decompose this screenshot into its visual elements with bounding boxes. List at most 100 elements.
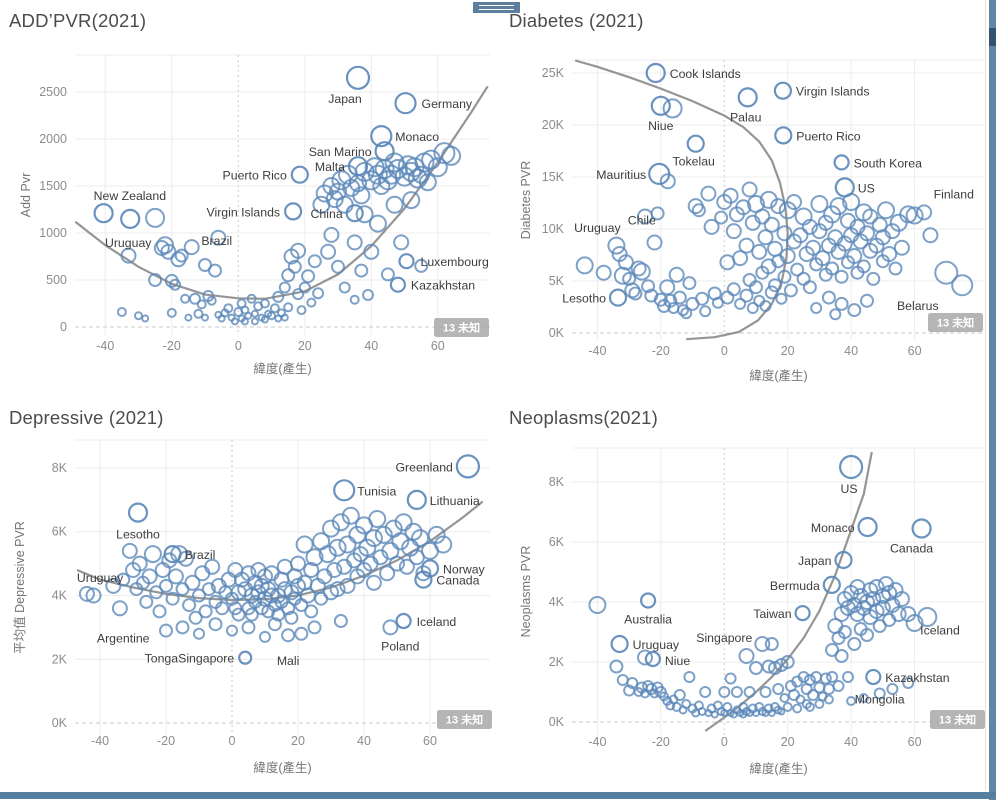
scatter-point[interactable] <box>905 206 924 225</box>
scatter-point[interactable] <box>588 596 607 614</box>
scatter-point[interactable] <box>782 702 793 712</box>
scatter-point[interactable] <box>166 307 177 318</box>
scatter-point[interactable] <box>865 591 882 607</box>
diabetes-plot[interactable]: Cook Islands Niue Virgin Islands Palau Puert… <box>500 8 988 400</box>
scatter-point[interactable] <box>718 686 731 698</box>
scatter-point[interactable] <box>331 259 345 274</box>
scatter-point[interactable] <box>862 208 879 225</box>
scatter-point[interactable] <box>859 225 875 242</box>
scatter-point[interactable] <box>193 308 204 319</box>
scatter-point[interactable] <box>792 227 809 244</box>
scatter-point[interactable] <box>890 606 907 622</box>
scatter-point[interactable] <box>339 577 356 594</box>
scatter-point[interactable] <box>411 529 430 548</box>
scatter-point[interactable] <box>421 149 442 170</box>
scatter-point[interactable] <box>804 702 815 712</box>
scatter-point[interactable] <box>814 250 831 267</box>
scatter-point[interactable] <box>796 271 811 286</box>
scatter-point[interactable] <box>823 694 834 705</box>
scatter-point[interactable] <box>387 159 408 179</box>
scatter-point[interactable] <box>382 619 399 636</box>
scatter-point[interactable] <box>341 506 360 525</box>
unknown-count-badge[interactable] <box>928 313 983 332</box>
scatter-point[interactable] <box>260 315 269 324</box>
scatter-point[interactable] <box>143 545 162 564</box>
scatter-point[interactable] <box>223 303 234 314</box>
scatter-point[interactable] <box>286 568 303 585</box>
scatter-point[interactable] <box>649 688 660 699</box>
scatter-point[interactable] <box>120 247 137 264</box>
scatter-point[interactable] <box>352 546 369 563</box>
scatter-point[interactable] <box>873 687 886 700</box>
scatter-point[interactable] <box>780 655 795 669</box>
labeled-scatter-point[interactable] <box>857 516 878 538</box>
scatter-point[interactable] <box>441 145 462 166</box>
scatter-point[interactable] <box>810 302 823 314</box>
labeled-scatter-point[interactable] <box>833 154 850 171</box>
scatter-point[interactable] <box>180 293 191 304</box>
scatter-point[interactable] <box>776 225 793 242</box>
scatter-point[interactable] <box>881 246 898 262</box>
labeled-scatter-point[interactable] <box>822 575 841 594</box>
scatter-point[interactable] <box>834 269 849 284</box>
scatter-point[interactable] <box>677 304 689 317</box>
scatter-point[interactable] <box>184 574 201 591</box>
scatter-point[interactable] <box>131 555 148 572</box>
scatter-point[interactable] <box>834 649 849 663</box>
scatter-point[interactable] <box>226 624 238 637</box>
scatter-point[interactable] <box>427 157 448 178</box>
scatter-point[interactable] <box>767 240 783 257</box>
scatter-point[interactable] <box>283 302 294 313</box>
scatter-point[interactable] <box>271 607 286 622</box>
scatter-point[interactable] <box>757 229 774 246</box>
scatter-point[interactable] <box>616 674 629 686</box>
scatter-point[interactable] <box>365 574 382 591</box>
scatter-point[interactable] <box>307 620 322 635</box>
labeled-scatter-point[interactable] <box>370 125 393 148</box>
scatter-point[interactable] <box>777 707 786 716</box>
scatter-point[interactable] <box>348 525 367 544</box>
scatter-point[interactable] <box>805 239 822 256</box>
scatter-point[interactable] <box>813 681 826 694</box>
scatter-point[interactable] <box>169 278 182 291</box>
scatter-point[interactable] <box>628 286 643 301</box>
scatter-point[interactable] <box>847 303 862 318</box>
scatter-point[interactable] <box>414 258 429 273</box>
unknown-count-badge[interactable] <box>437 710 492 729</box>
scatter-point[interactable] <box>294 626 309 641</box>
scatter-point[interactable] <box>305 548 324 567</box>
labeled-scatter-point[interactable] <box>773 81 792 100</box>
labeled-scatter-point[interactable] <box>398 253 415 270</box>
scatter-point[interactable] <box>111 600 128 617</box>
scatter-point[interactable] <box>244 311 253 320</box>
scatter-point[interactable] <box>78 585 95 602</box>
scatter-point[interactable] <box>307 254 322 269</box>
scatter-point[interactable] <box>346 234 363 251</box>
scatter-point[interactable] <box>401 161 422 182</box>
scatter-point[interactable] <box>278 281 291 294</box>
scatter-point[interactable] <box>323 226 340 243</box>
scatter-point[interactable] <box>834 296 849 311</box>
scatter-point[interactable] <box>287 259 302 274</box>
scatter-point[interactable] <box>326 562 343 578</box>
scatter-point[interactable] <box>595 264 612 281</box>
scatter-point[interactable] <box>267 311 276 321</box>
scatter-point[interactable] <box>358 538 377 557</box>
scatter-point[interactable] <box>724 672 737 685</box>
scatter-point[interactable] <box>829 308 842 321</box>
scatter-point[interactable] <box>951 274 974 297</box>
scatter-point[interactable] <box>722 187 739 204</box>
scatter-point[interactable] <box>617 254 634 271</box>
scatter-point[interactable] <box>637 649 653 666</box>
scatter-point[interactable] <box>240 317 249 326</box>
scatter-point[interactable] <box>672 290 687 305</box>
scatter-point[interactable] <box>329 581 346 598</box>
scatter-point[interactable] <box>837 625 852 639</box>
scatter-point[interactable] <box>304 604 319 619</box>
labeled-scatter-point[interactable] <box>839 454 864 480</box>
labeled-scatter-point[interactable] <box>774 126 793 145</box>
scatter-point[interactable] <box>281 601 296 616</box>
scatter-point[interactable] <box>783 283 798 298</box>
scatter-point[interactable] <box>742 273 757 287</box>
labeled-scatter-point[interactable] <box>120 208 141 229</box>
